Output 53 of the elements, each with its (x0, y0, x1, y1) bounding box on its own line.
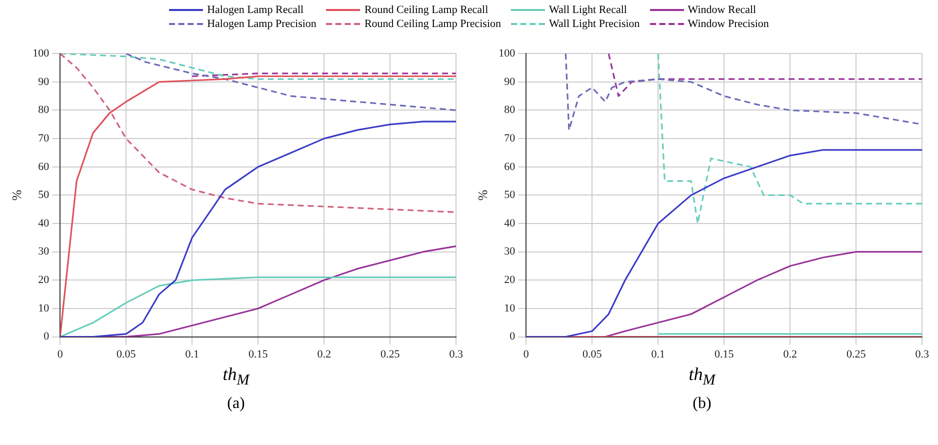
y-tick-label: 80 (504, 104, 516, 116)
line-series (657, 54, 922, 224)
y-tick-label: 70 (504, 132, 516, 144)
y-axis-title: % (475, 190, 490, 201)
x-tick-label: 0.2 (783, 348, 797, 360)
legend-label: Round Ceiling Lamp Recall (364, 4, 488, 16)
x-tick-label: 0.1 (651, 348, 665, 360)
legend-label: Halogen Lamp Recall (207, 4, 304, 16)
x-tick-label: 0.05 (116, 348, 136, 360)
y-tick-label: 100 (498, 47, 516, 60)
y-tick-label: 40 (504, 217, 516, 230)
x-tick-label: 0.15 (714, 348, 734, 360)
y-tick-label: 90 (38, 76, 50, 88)
y-tick-label: 100 (32, 47, 50, 60)
y-tick-label: 80 (38, 104, 50, 116)
text: (a) (227, 394, 245, 413)
x-tick-label: 0 (523, 348, 530, 360)
y-tick-label: 20 (38, 274, 50, 286)
x-axis-title: th$_{M}$ (222, 364, 250, 391)
x-tick-label: 0.2 (317, 348, 331, 360)
y-tick-label: 10 (504, 302, 516, 314)
y-tick-label: 0 (510, 330, 516, 343)
y-tick-label: 70 (38, 132, 50, 144)
x-tick-label: 0.3 (915, 348, 930, 360)
y-tick-label: 0 (44, 330, 50, 343)
x-tick-label: 0.15 (248, 348, 268, 360)
x-axis-title: th$_{M}$ (688, 364, 716, 391)
y-tick-label: 20 (504, 274, 516, 286)
y-tick-label: 30 (504, 246, 516, 258)
legend-label: Wall Light Recall (549, 4, 627, 16)
legend-label: Halogen Lamp Precision (207, 18, 316, 30)
x-tick-label: 0.25 (380, 348, 400, 360)
x-tick-label: 0.3 (449, 348, 464, 360)
x-tick-label: 0.25 (846, 348, 866, 360)
legend-label: Round Ceiling Lamp Precision (364, 18, 502, 30)
line-series (125, 54, 456, 112)
y-tick-label: 30 (38, 246, 50, 258)
x-tick-label: 0.05 (582, 348, 602, 360)
line-series (608, 54, 922, 97)
y-tick-label: 90 (504, 76, 516, 88)
y-tick-label: 50 (504, 189, 516, 202)
text: (b) (692, 394, 712, 413)
x-tick-label: 0 (57, 348, 64, 360)
y-tick-label: 50 (38, 189, 50, 202)
y-tick-label: 60 (38, 160, 50, 173)
legend-label: Wall Light Precision (549, 18, 640, 30)
y-axis-title: % (9, 190, 24, 201)
y-tick-label: 40 (38, 217, 50, 230)
legend-label: Window Precision (688, 18, 769, 30)
legend-label: Window Recall (688, 4, 756, 16)
y-tick-label: 10 (38, 302, 50, 314)
y-tick-label: 60 (504, 160, 516, 173)
x-tick-label: 0.1 (185, 348, 199, 360)
